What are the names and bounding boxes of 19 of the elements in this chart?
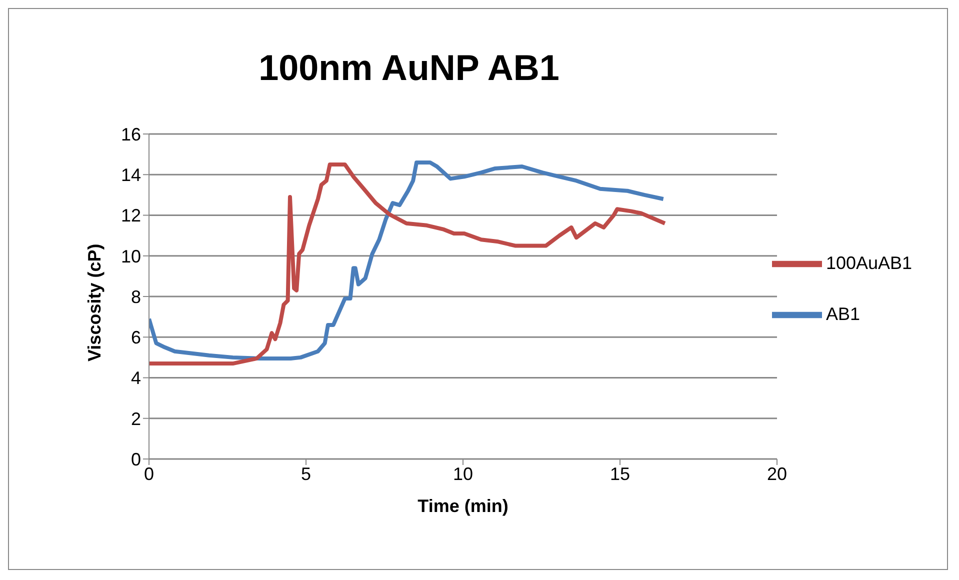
y-tick-label: 8	[130, 286, 141, 307]
y-tick-label: 6	[130, 328, 141, 348]
y-tick-label: 2	[130, 408, 141, 429]
x-tick-label: 5	[300, 464, 312, 484]
y-axis-title: Viscosity (cP)	[84, 244, 104, 362]
x-tick-label: 10	[452, 464, 474, 484]
x-axis-title: Time (min)	[418, 496, 508, 516]
legend-label: 100AuAB1	[826, 252, 912, 273]
y-tick-label: 10	[120, 246, 141, 266]
x-tick-label: 15	[610, 464, 630, 484]
legend-label: AB1	[826, 304, 860, 324]
y-tick-label: 12	[120, 206, 141, 226]
chart-title: 100nm AuNP AB1	[258, 47, 560, 89]
y-tick-label: 16	[120, 124, 141, 144]
x-tick-label: 0	[144, 464, 154, 484]
x-tick-label: 20	[766, 464, 788, 484]
y-tick-label: 14	[120, 165, 141, 186]
y-tick-label: 0	[130, 449, 141, 470]
y-tick-label: 4	[130, 368, 141, 388]
